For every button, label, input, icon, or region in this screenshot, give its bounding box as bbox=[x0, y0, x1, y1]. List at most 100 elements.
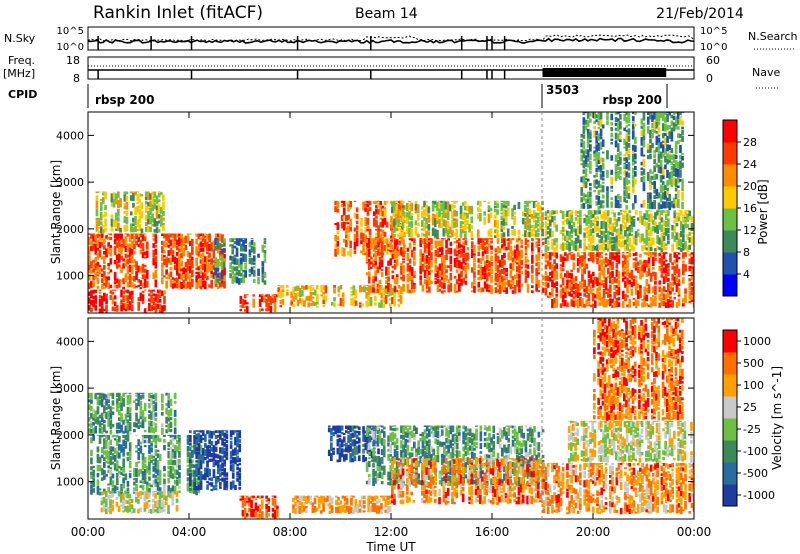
range-cell bbox=[349, 425, 352, 433]
range-cell bbox=[438, 488, 441, 497]
range-cell bbox=[96, 261, 100, 267]
range-cell bbox=[261, 274, 265, 283]
range-cell bbox=[216, 479, 220, 483]
range-cell bbox=[107, 276, 110, 281]
range-cell bbox=[599, 164, 603, 171]
range-cell bbox=[539, 215, 542, 222]
range-cell bbox=[109, 245, 113, 249]
range-cell bbox=[165, 258, 168, 268]
range-cell bbox=[105, 298, 108, 305]
range-cell bbox=[657, 112, 661, 122]
range-cell bbox=[551, 279, 554, 288]
range-cell bbox=[572, 253, 576, 261]
range-cell bbox=[231, 480, 235, 489]
range-cell bbox=[506, 464, 510, 469]
range-cell bbox=[624, 210, 627, 214]
range-cell bbox=[425, 213, 428, 217]
range-cell bbox=[591, 254, 595, 263]
range-cell bbox=[440, 276, 444, 281]
range-cell bbox=[402, 260, 405, 264]
range-cell bbox=[459, 205, 463, 215]
range-cell bbox=[163, 296, 166, 304]
range-cell bbox=[105, 450, 108, 459]
range-cell bbox=[459, 220, 463, 229]
range-cell bbox=[395, 239, 399, 246]
range-cell bbox=[477, 251, 481, 257]
range-cell bbox=[332, 425, 335, 431]
range-cell bbox=[649, 297, 653, 302]
range-cell bbox=[141, 233, 145, 235]
range-cell bbox=[494, 287, 498, 293]
range-cell bbox=[263, 241, 267, 245]
range-cell bbox=[241, 298, 245, 309]
range-cell bbox=[655, 162, 659, 168]
range-cell bbox=[349, 433, 352, 443]
range-cell bbox=[453, 479, 456, 482]
range-cell bbox=[627, 153, 631, 161]
range-cell bbox=[585, 286, 589, 294]
range-cell bbox=[669, 253, 672, 263]
range-cell bbox=[617, 271, 621, 279]
range-cell bbox=[518, 256, 521, 264]
range-cell bbox=[670, 127, 674, 132]
range-cell bbox=[617, 239, 621, 247]
range-cell bbox=[645, 260, 649, 268]
range-cell bbox=[447, 430, 450, 439]
range-cell bbox=[445, 239, 448, 249]
range-cell bbox=[496, 220, 499, 229]
range-cell bbox=[399, 461, 403, 464]
range-cell bbox=[419, 275, 423, 281]
range-cell bbox=[661, 153, 665, 158]
range-cell bbox=[132, 191, 135, 193]
range-cell bbox=[109, 284, 113, 289]
range-cell bbox=[594, 224, 597, 233]
range-cell bbox=[206, 460, 209, 468]
range-cell bbox=[438, 480, 442, 485]
range-cell bbox=[583, 218, 586, 224]
range-cell bbox=[530, 214, 534, 219]
range-cell bbox=[664, 123, 667, 132]
range-cell bbox=[88, 428, 91, 434]
range-cell bbox=[225, 456, 229, 461]
range-cell bbox=[661, 123, 665, 131]
range-cell bbox=[492, 450, 496, 458]
range-cell bbox=[645, 279, 649, 286]
range-cell bbox=[423, 269, 427, 278]
range-cell bbox=[245, 294, 249, 296]
range-cell bbox=[94, 410, 98, 419]
range-cell bbox=[152, 480, 156, 485]
range-cell bbox=[316, 285, 319, 290]
range-cell bbox=[531, 242, 534, 252]
range-cell bbox=[162, 494, 166, 501]
range-cell bbox=[128, 470, 132, 473]
range-cell bbox=[107, 411, 110, 418]
range-cell bbox=[111, 487, 115, 494]
range-cell bbox=[366, 217, 370, 225]
range-cell bbox=[433, 205, 437, 208]
range-cell bbox=[593, 150, 596, 154]
range-cell bbox=[586, 112, 590, 119]
range-cell bbox=[115, 460, 119, 464]
range-cell bbox=[393, 493, 396, 499]
range-cell bbox=[316, 305, 319, 308]
range-cell bbox=[167, 504, 170, 514]
range-cell bbox=[643, 252, 647, 255]
range-cell bbox=[100, 283, 104, 290]
range-cell bbox=[615, 252, 619, 259]
range-cell bbox=[634, 286, 638, 295]
range-cell bbox=[400, 458, 403, 465]
range-cell bbox=[163, 478, 166, 485]
range-cell bbox=[368, 425, 372, 430]
range-cell bbox=[96, 464, 100, 472]
range-cell bbox=[120, 484, 123, 487]
range-cell bbox=[216, 468, 220, 475]
range-cell bbox=[602, 258, 606, 265]
range-cell bbox=[362, 433, 365, 442]
range-cell bbox=[111, 291, 115, 295]
range-cell bbox=[613, 255, 616, 261]
range-cell bbox=[669, 296, 672, 299]
range-cell bbox=[157, 229, 161, 233]
range-cell bbox=[462, 425, 465, 430]
range-cell bbox=[511, 229, 514, 236]
range-cell bbox=[617, 255, 621, 264]
